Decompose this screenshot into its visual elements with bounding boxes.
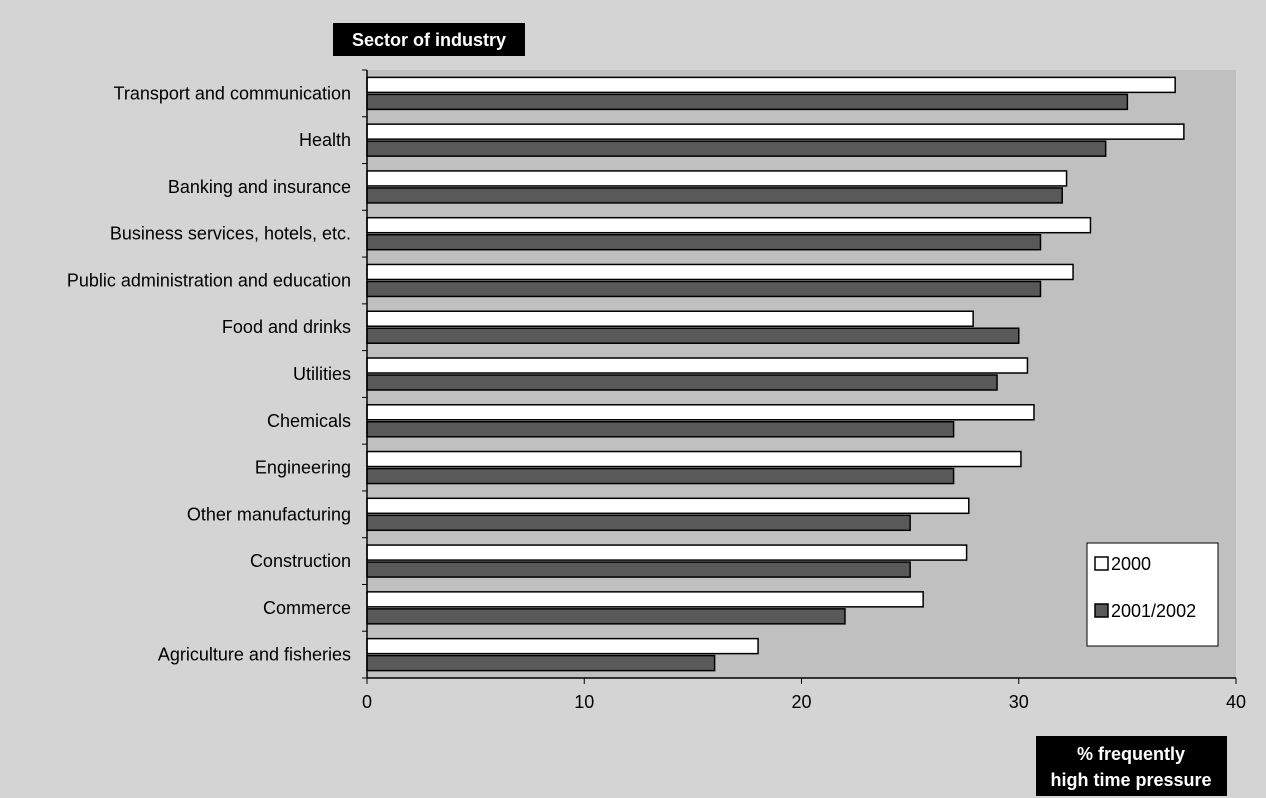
labels: Transport and communication Health Banking… [67, 83, 1246, 712]
x-tick-label: 40 [1226, 692, 1246, 712]
category-label: Utilities [293, 364, 351, 384]
category-label: Public administration and education [67, 270, 351, 290]
bar-2000 [366, 637, 759, 655]
bar-2001-2002 [366, 140, 1107, 157]
category-label: Construction [250, 551, 351, 571]
bar-2001-2002 [366, 561, 911, 578]
bar-2001-2002 [366, 467, 955, 485]
bar-2000 [366, 123, 1185, 140]
x-axis-title-line-1: % frequently [1077, 744, 1185, 764]
legend-label-2001-2002: 2001/2002 [1111, 601, 1196, 621]
bar-2001-2002 [366, 327, 1020, 344]
x-tick-label: 30 [1009, 692, 1029, 712]
bar-2001-2002 [366, 654, 716, 672]
category-label: Business services, hotels, etc. [110, 224, 351, 244]
x-tick-label: 10 [574, 692, 594, 712]
bar-2000 [366, 357, 1029, 374]
bar-2000 [366, 591, 924, 608]
bar-2001-2002 [366, 421, 955, 438]
x-axis-title-line-2: high time pressure [1050, 770, 1211, 790]
x-tick-label: 20 [791, 692, 811, 712]
bar-2000 [366, 216, 1092, 234]
category-label: Chemicals [267, 411, 351, 431]
x-axis-title: % frequently high time pressure [1036, 736, 1227, 796]
legend-swatch-2000 [1094, 556, 1109, 571]
bar-2001-2002 [366, 187, 1063, 204]
category-label: Other manufacturing [187, 504, 351, 524]
axes [362, 69, 1237, 684]
bar-2001-2002 [366, 280, 1042, 298]
x-tick-label: 0 [362, 692, 372, 712]
bar-2000 [366, 497, 970, 515]
bar-2000 [366, 170, 1068, 187]
legend: 2000 2001/2002 [1086, 542, 1219, 647]
bar-2001-2002 [366, 233, 1042, 251]
chart-title: Sector of industry [333, 23, 525, 56]
bar-2001-2002 [366, 374, 998, 391]
bar-2000 [366, 450, 1022, 468]
category-label: Health [299, 130, 351, 150]
category-label: Banking and insurance [168, 177, 351, 197]
bar-2000 [366, 263, 1074, 281]
bar-2001-2002 [366, 608, 846, 625]
chart-title-text: Sector of industry [352, 30, 506, 50]
bar-2000 [366, 544, 968, 561]
bar-2001-2002 [366, 514, 911, 532]
bar-2000 [366, 404, 1035, 421]
category-label: Food and drinks [222, 317, 351, 337]
category-label: Agriculture and fisheries [158, 645, 351, 665]
legend-swatch-2001-2002 [1094, 603, 1109, 618]
category-label: Commerce [263, 598, 351, 618]
bar-2000 [366, 310, 974, 327]
bar-2000 [366, 76, 1176, 94]
bar-2001-2002 [366, 93, 1129, 111]
category-label: Transport and communication [114, 83, 351, 103]
category-label: Engineering [255, 458, 351, 478]
legend-label-2000: 2000 [1111, 554, 1151, 574]
